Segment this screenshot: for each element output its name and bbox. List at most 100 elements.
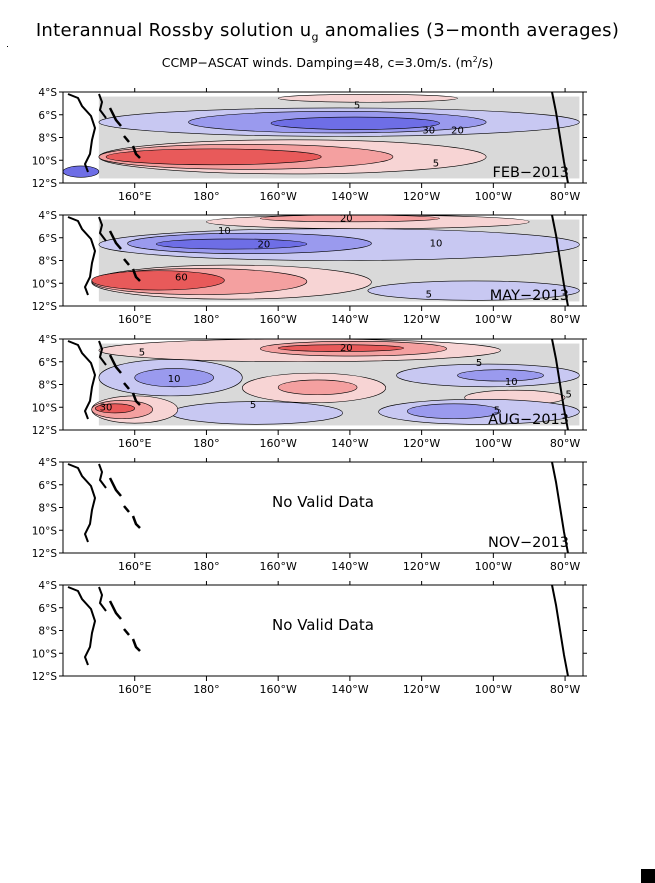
coastline-east bbox=[551, 215, 569, 306]
coastline-island bbox=[108, 230, 122, 250]
subtitle-main: CCMP−ASCAT winds. Damping=48, c=3.0m/s. … bbox=[161, 55, 473, 71]
subtitle-superscript: 2 bbox=[472, 55, 478, 64]
x-tick-label: 140°W bbox=[331, 190, 368, 203]
anomaly-contour bbox=[170, 401, 344, 425]
x-tick-label: 180° bbox=[193, 437, 220, 450]
x-tick-label: 160°E bbox=[118, 313, 151, 326]
coastline-island bbox=[123, 258, 130, 266]
panel-date-label: FEB−2013 bbox=[492, 165, 569, 181]
map-panel-3: 5 20 5 10 10 5 5 5 30 160°E 180° 160°W 140°W 120°W 100… bbox=[32, 334, 587, 450]
x-tick-label: 160°E bbox=[118, 560, 151, 573]
coastline-west bbox=[67, 586, 97, 666]
x-tick-label: 80°W bbox=[550, 313, 580, 326]
coastline-east bbox=[551, 92, 569, 183]
panel-date-label: NOV−2013 bbox=[488, 535, 569, 551]
title-subscript: g bbox=[311, 30, 319, 44]
y-tick-label: 8°S bbox=[38, 256, 57, 268]
map-panel-4: No Valid Data 160°E 180° 160°W 140°W 120°W 100… bbox=[32, 457, 587, 573]
y-tick-label: 6°S bbox=[38, 480, 57, 492]
no-data-label: No Valid Data bbox=[272, 616, 374, 634]
y-tick-label: 6°S bbox=[38, 110, 57, 122]
x-tick-label: 140°W bbox=[331, 683, 368, 696]
x-tick-label: 160°E bbox=[118, 190, 151, 203]
x-tick-label: 140°W bbox=[331, 560, 368, 573]
anomaly-contour bbox=[457, 369, 544, 382]
y-tick-label: 10°S bbox=[32, 155, 58, 167]
contour-label: 5 bbox=[250, 400, 256, 411]
y-tick-label: 4°S bbox=[38, 210, 57, 222]
anomaly-contour bbox=[91, 270, 225, 291]
contour-label: 20 bbox=[340, 213, 353, 224]
x-tick-label: 120°W bbox=[403, 313, 440, 326]
anomaly-contour bbox=[277, 344, 404, 352]
coastline-island bbox=[108, 354, 122, 374]
panel-date-label: MAY−2013 bbox=[490, 288, 569, 304]
y-tick-label: 10°S bbox=[32, 525, 58, 537]
coastline-island bbox=[123, 135, 130, 143]
coastline-east bbox=[551, 585, 569, 676]
coastline-island bbox=[123, 628, 130, 636]
map-panel-5: No Valid Data 160°E 180° 160°W 140°W 120°W 100… bbox=[32, 580, 587, 696]
contour-label: 10 bbox=[505, 377, 518, 388]
coastline-west bbox=[67, 463, 97, 543]
coastline-island bbox=[131, 638, 141, 652]
x-tick-label: 100°W bbox=[475, 560, 512, 573]
coastline-west bbox=[67, 340, 97, 420]
contour-label: 5 bbox=[433, 159, 439, 170]
anomaly-contour bbox=[277, 93, 458, 103]
contour-label: 5 bbox=[494, 406, 500, 417]
coastline-island bbox=[108, 477, 122, 497]
x-tick-label: 180° bbox=[193, 190, 220, 203]
y-tick-label: 12°S bbox=[32, 671, 58, 683]
coastline-island bbox=[123, 505, 130, 513]
contour-label: 30 bbox=[422, 126, 435, 137]
y-tick-label: 4°S bbox=[38, 457, 57, 469]
y-tick-label: 8°S bbox=[38, 626, 57, 638]
x-tick-label: 160°W bbox=[259, 560, 296, 573]
chart-title: Interannual Rossby solution ug anomalies… bbox=[0, 20, 655, 44]
y-tick-label: 10°S bbox=[32, 402, 58, 414]
coastline-west bbox=[67, 216, 97, 296]
chart-subtitle: CCMP−ASCAT winds. Damping=48, c=3.0m/s. … bbox=[0, 55, 655, 70]
y-tick-label: 8°S bbox=[38, 380, 57, 392]
y-tick-label: 12°S bbox=[32, 301, 58, 313]
no-data-label: No Valid Data bbox=[272, 493, 374, 511]
x-tick-label: 160°W bbox=[259, 437, 296, 450]
y-tick-label: 4°S bbox=[38, 87, 57, 99]
panel-content: 5 30 20 5 bbox=[63, 92, 580, 183]
coastline-west bbox=[98, 340, 107, 366]
x-tick-label: 80°W bbox=[550, 437, 580, 450]
x-tick-label: 160°E bbox=[118, 437, 151, 450]
x-tick-label: 80°W bbox=[550, 683, 580, 696]
contour-label: 5 bbox=[565, 390, 571, 401]
coastline-island bbox=[131, 392, 141, 406]
x-tick-label: 140°W bbox=[331, 437, 368, 450]
panel-content: 20 10 20 10 60 5 bbox=[67, 213, 580, 306]
x-tick-label: 120°W bbox=[403, 560, 440, 573]
x-tick-label: 80°W bbox=[550, 560, 580, 573]
coastline-west bbox=[98, 93, 107, 119]
x-tick-label: 80°W bbox=[550, 190, 580, 203]
contour-label: 5 bbox=[476, 358, 482, 369]
coastline-island bbox=[131, 268, 141, 282]
x-tick-label: 180° bbox=[193, 683, 220, 696]
x-tick-label: 100°W bbox=[475, 190, 512, 203]
contour-label: 5 bbox=[139, 348, 145, 359]
coastline-west bbox=[98, 216, 107, 242]
title-main: Interannual Rossby solution u bbox=[35, 20, 312, 41]
title-tail: anomalies (3−month averages) bbox=[318, 20, 620, 41]
panel-content: No Valid Data bbox=[67, 585, 569, 676]
contour-label: 5 bbox=[426, 290, 432, 301]
x-tick-label: 100°W bbox=[475, 313, 512, 326]
coastline-west bbox=[67, 93, 97, 173]
anomaly-contour bbox=[367, 280, 580, 301]
contour-label: 10 bbox=[168, 374, 181, 385]
y-tick-label: 12°S bbox=[32, 425, 58, 437]
x-tick-label: 160°W bbox=[259, 190, 296, 203]
x-tick-label: 100°W bbox=[475, 437, 512, 450]
anomaly-contour bbox=[63, 165, 100, 178]
y-tick-label: 4°S bbox=[38, 580, 57, 592]
contour-label: 10 bbox=[218, 226, 231, 237]
x-tick-label: 160°W bbox=[259, 683, 296, 696]
